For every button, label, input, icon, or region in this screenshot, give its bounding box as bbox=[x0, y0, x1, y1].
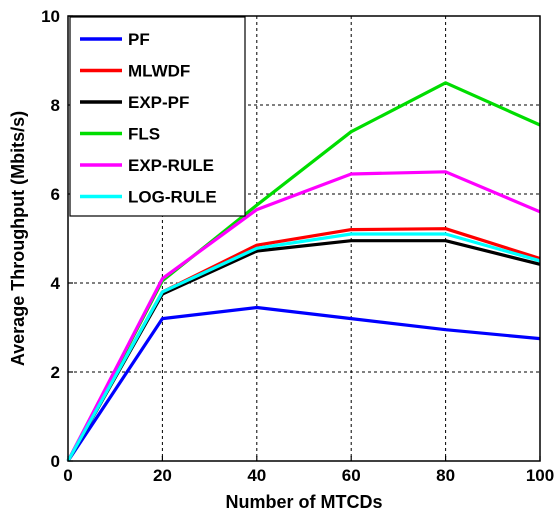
series-line-mlwdf bbox=[66, 227, 541, 462]
y-tick-label: 2 bbox=[51, 363, 60, 382]
x-tick-label: 60 bbox=[342, 466, 361, 485]
x-tick-label: 0 bbox=[63, 466, 72, 485]
y-tick-label: 8 bbox=[51, 96, 60, 115]
legend-label: MLWDF bbox=[128, 62, 190, 81]
x-tick-label: 100 bbox=[526, 466, 554, 485]
y-axis-label: Average Throughput (Mbits/s) bbox=[8, 111, 28, 366]
legend-label: FLS bbox=[128, 125, 160, 144]
series-line-pf bbox=[66, 305, 541, 462]
x-tick-label: 20 bbox=[153, 466, 172, 485]
x-tick-label: 80 bbox=[436, 466, 455, 485]
plot-frame bbox=[67, 15, 541, 462]
x-axis-ticks: 0 20 40 60 80 100 bbox=[63, 456, 554, 485]
series-line-exp-rule bbox=[66, 170, 541, 462]
legend-box bbox=[69, 16, 246, 217]
legend-label: PF bbox=[128, 30, 150, 49]
legend-label: LOG-RULE bbox=[128, 188, 217, 207]
legend: PF MLWDF EXP-PF FLS EXP-RULE LOG-RULE bbox=[69, 16, 246, 217]
legend-label: EXP-PF bbox=[128, 93, 189, 112]
y-tick-label: 4 bbox=[51, 274, 61, 293]
y-tick-label: 10 bbox=[41, 7, 60, 26]
legend-label: EXP-RULE bbox=[128, 156, 214, 175]
series-lines bbox=[66, 81, 541, 462]
x-axis-label: Number of MTCDs bbox=[226, 492, 383, 512]
series-line-exp-pf bbox=[66, 239, 541, 462]
y-tick-label: 0 bbox=[51, 452, 60, 471]
y-tick-label: 6 bbox=[51, 185, 60, 204]
series-line-log-rule bbox=[66, 232, 541, 462]
x-tick-label: 40 bbox=[247, 466, 266, 485]
